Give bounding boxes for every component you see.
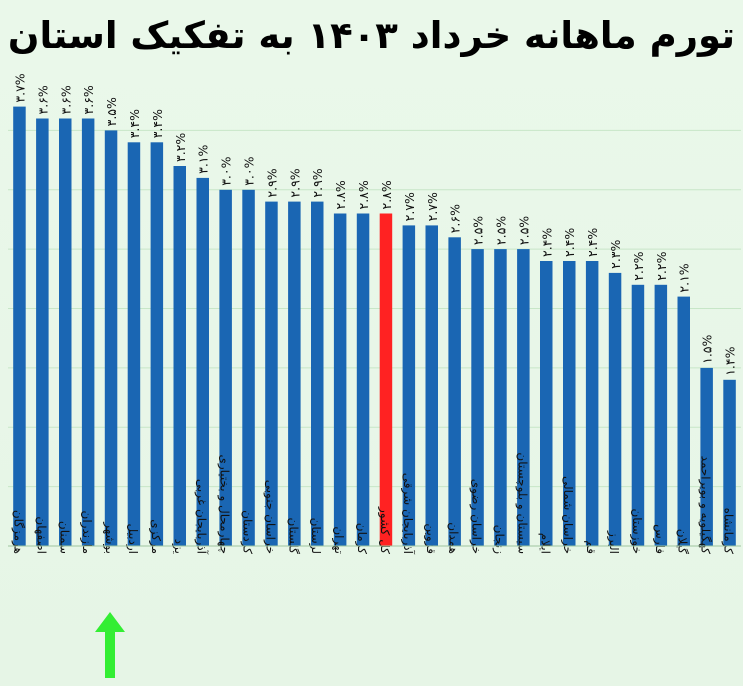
category-label: ایلام: [538, 533, 552, 554]
category-label: سمنان: [57, 521, 71, 554]
bar: [723, 379, 736, 547]
data-label: ۲.۹%: [310, 168, 325, 197]
data-label: ۲.۵%: [494, 216, 509, 245]
category-label: گیلان: [676, 529, 690, 555]
bar: [173, 166, 186, 546]
data-label: ۲.۷%: [402, 192, 417, 221]
bar: [585, 261, 599, 546]
bar: [402, 225, 416, 546]
bar: [36, 118, 49, 546]
category-label: کرمانشاه: [721, 508, 736, 555]
bar: [517, 249, 530, 546]
category-label: البرز: [606, 530, 621, 554]
data-label: ۳.۶%: [81, 85, 96, 114]
bar: [448, 237, 461, 547]
category-label: خراسان شمالی: [560, 476, 575, 554]
bar: [608, 272, 622, 546]
data-label: ۳.۴%: [127, 109, 142, 138]
category-label: هرمزگان: [11, 510, 26, 554]
data-label: ۳.۷%: [13, 73, 28, 102]
bar: [677, 296, 690, 546]
data-label: ۲.۵%: [471, 216, 486, 245]
category-label: خوزستان: [629, 508, 644, 554]
data-label: ۲.۲%: [654, 251, 669, 280]
data-label: ۳.۰%: [219, 156, 234, 185]
bar: [13, 106, 26, 546]
data-label: ۲.۸%: [379, 180, 394, 209]
category-label: کل کشور: [377, 506, 392, 554]
category-label: کرمان: [354, 523, 369, 555]
bar: [265, 201, 278, 546]
bar: [81, 118, 95, 546]
bar: [631, 284, 645, 547]
bar: [219, 189, 232, 547]
bar: [540, 261, 553, 546]
category-label: قزوین: [423, 523, 438, 554]
bar: [242, 189, 255, 547]
category-label: اردبیل: [125, 523, 140, 554]
category-label: سیستان و بلوچستان: [514, 452, 529, 554]
category-label: مازندران: [79, 511, 94, 554]
bar: [104, 130, 118, 546]
data-label: ۳.۱%: [196, 144, 211, 173]
category-label: اصفهان: [34, 516, 48, 554]
data-label: ۲.۸%: [356, 180, 371, 209]
data-label: ۱.۵%: [700, 334, 715, 363]
data-label: ۲.۳%: [608, 239, 623, 268]
data-label: ۲.۶%: [448, 204, 463, 233]
category-label: چهارمحال و بختیاری: [217, 454, 232, 554]
category-label: تهران: [331, 526, 346, 554]
data-label: ۳.۰%: [242, 156, 257, 185]
data-label: ۱.۴%: [723, 346, 738, 375]
data-label: ۲.۴%: [539, 228, 554, 257]
data-label: ۳.۵%: [104, 97, 119, 126]
bar: [59, 118, 72, 546]
data-label: ۳.۶%: [58, 85, 73, 114]
category-label: لرستان: [308, 518, 323, 554]
bar: [379, 213, 393, 546]
category-label: خراسان رضوی: [469, 479, 484, 554]
data-label: ۲.۴%: [585, 228, 600, 257]
bar: [288, 201, 301, 546]
bar: [333, 213, 347, 546]
bar: [150, 142, 164, 547]
data-label: ۲.۹%: [287, 168, 302, 197]
data-label: ۲.۲%: [631, 251, 646, 280]
data-label: ۲.۵%: [516, 216, 531, 245]
category-label: گلستان: [286, 518, 300, 555]
data-label: ۲.۱%: [677, 263, 692, 292]
bar: [654, 284, 668, 547]
bar: [196, 177, 209, 546]
data-label: ۲.۷%: [425, 192, 440, 221]
bar: [700, 367, 713, 546]
data-label: ۳.۲%: [173, 133, 188, 162]
data-label: ۲.۹%: [264, 168, 279, 197]
category-label: قم: [584, 540, 598, 554]
bar: [127, 142, 141, 547]
data-label: ۲.۸%: [333, 180, 348, 209]
highlight-arrow-icon: [95, 612, 125, 678]
bar: [494, 249, 507, 546]
bar: [425, 225, 438, 546]
bar: [563, 261, 576, 546]
category-label: همدان: [447, 522, 461, 554]
category-label: کهگیلویه و بویراحمد: [698, 456, 713, 555]
category-label: بوشهر: [102, 521, 117, 554]
category-label: آذربایجان غربی: [194, 479, 210, 555]
data-label: ۲.۴%: [562, 228, 577, 257]
chart-title: تورم ماهانه خرداد ۱۴۰۳ به تفکیک استان: [7, 14, 736, 57]
data-label: ۳.۶%: [35, 85, 50, 114]
category-label: مرکزی: [148, 519, 163, 554]
bar: [311, 201, 324, 546]
bar: [471, 249, 484, 546]
category-label: آذربایجان شرقی: [400, 473, 416, 555]
category-label: خراسان جنوبی: [262, 480, 277, 554]
data-label: ۳.۴%: [150, 109, 165, 138]
category-label: کردستان: [240, 510, 255, 554]
category-label: فارس: [652, 524, 667, 554]
category-label: زنجان: [492, 525, 507, 555]
bar: [356, 213, 370, 546]
